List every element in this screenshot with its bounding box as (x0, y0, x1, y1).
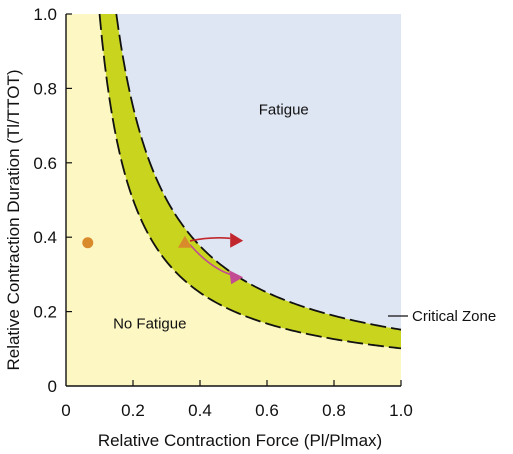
data-point-triangle (177, 235, 192, 248)
axes (65, 13, 402, 387)
annotations: Fatigue No Fatigue Critical Zone (113, 101, 496, 332)
critical-zone-fill (99, 14, 401, 349)
critical-zone-band (98, 13, 402, 350)
y-tick-label: 0.2 (33, 303, 57, 322)
critical-zone-label: Critical Zone (412, 308, 496, 325)
data-point-circle (82, 237, 94, 249)
x-tick-labels: 0 0.2 0.4 0.6 0.8 1.0 (61, 401, 413, 420)
y-axis-title: Relative Contraction Duration (Tl/TTOT) (4, 69, 23, 370)
data-point-triangle (229, 270, 244, 285)
fatigue-region-label: Fatigue (259, 101, 309, 118)
y-tick-labels: 0 0.2 0.4 0.6 0.8 1.0 (33, 5, 57, 396)
regions (66, 14, 401, 386)
y-tick-label: 0.6 (33, 154, 57, 173)
x-tick-label: 0.8 (322, 401, 346, 420)
x-tick-label: 0.6 (255, 401, 279, 420)
y-tick-label: 0 (48, 377, 57, 396)
y-tick-label: 0.4 (33, 228, 57, 247)
no-fatigue-region (66, 14, 401, 386)
y-tick-label: 0.8 (33, 79, 57, 98)
critical-zone-outer-boundary (115, 13, 402, 331)
markers (82, 232, 244, 285)
no-fatigue-region-label: No Fatigue (113, 315, 186, 332)
x-tick-label: 1.0 (389, 401, 413, 420)
data-point-triangle (230, 232, 244, 248)
x-tick-label: 0 (61, 401, 70, 420)
x-axis-title: Relative Contraction Force (Pl/Plmax) (98, 431, 382, 450)
trend-arrow-line (189, 237, 231, 242)
trend-arrow-line (189, 244, 231, 276)
x-tick-label: 0.4 (188, 401, 212, 420)
fatigue-region (116, 14, 401, 330)
x-tick-label: 0.2 (121, 401, 145, 420)
y-tick-label: 1.0 (33, 5, 57, 24)
critical-zone-inner-boundary (98, 13, 402, 350)
